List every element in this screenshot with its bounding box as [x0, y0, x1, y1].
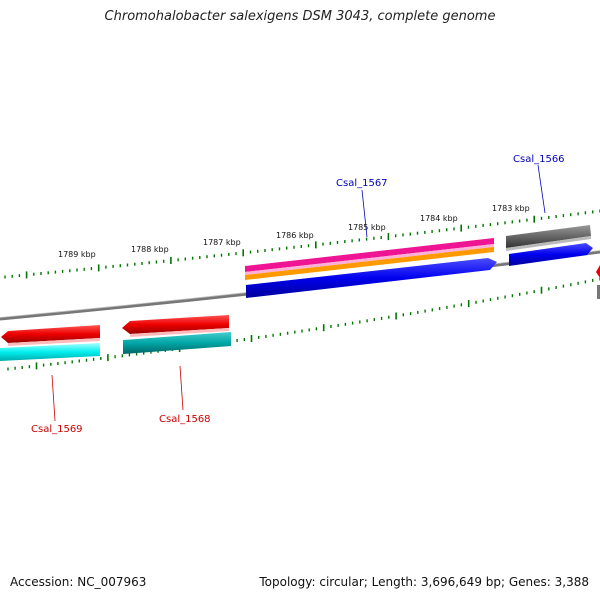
- feature-csal-1566-cds-arrow[interactable]: [509, 243, 593, 266]
- feature-csal-1569-gene[interactable]: [0, 343, 100, 361]
- edge-feature-gray: [597, 285, 600, 299]
- gene-label-csal-1569[interactable]: Csal_1569: [31, 424, 83, 435]
- edge-feature-red: [596, 265, 600, 278]
- kbp-label: 1789 kbp: [58, 250, 96, 259]
- kbp-label: 1784 kbp: [420, 214, 458, 223]
- feature-csal-1568-cds-arrow[interactable]: [122, 315, 229, 334]
- accession-text: Accession: NC_007963: [10, 575, 147, 589]
- gene-label-csal-1567[interactable]: Csal_1567: [336, 178, 388, 189]
- inner-tick-ruler: [7, 277, 600, 371]
- leader-line-csal-1567: [361, 189, 368, 238]
- kbp-label: 1787 kbp: [203, 238, 241, 247]
- leader-line-csal-1568: [179, 365, 184, 411]
- kbp-label: 1786 kbp: [276, 231, 314, 240]
- kbp-label: 1788 kbp: [131, 245, 169, 254]
- gene-label-csal-1566[interactable]: Csal_1566: [513, 154, 565, 165]
- outer-tick-ruler: [4, 209, 600, 279]
- kbp-label: 1785 kbp: [348, 223, 386, 232]
- genome-title: Chromohalobacter salexigens DSM 3043, co…: [104, 9, 496, 24]
- kbp-label: 1783 kbp: [492, 204, 530, 213]
- feature-csal-1567-rrna-bars[interactable]: [245, 238, 494, 280]
- leader-line-csal-1569: [51, 374, 56, 422]
- gene-label-csal-1568[interactable]: Csal_1568: [159, 414, 211, 425]
- feature-csal-1569-cds-arrow[interactable]: [1, 325, 100, 343]
- leader-line-csal-1566: [537, 164, 546, 214]
- feature-csal-1568-gene[interactable]: [123, 332, 231, 354]
- topology-text: Topology: circular; Length: 3,696,649 bp…: [259, 575, 589, 589]
- feature-csal-1567-cds-arrow[interactable]: [246, 258, 497, 298]
- feature-csal-1566-gene[interactable]: [506, 225, 591, 248]
